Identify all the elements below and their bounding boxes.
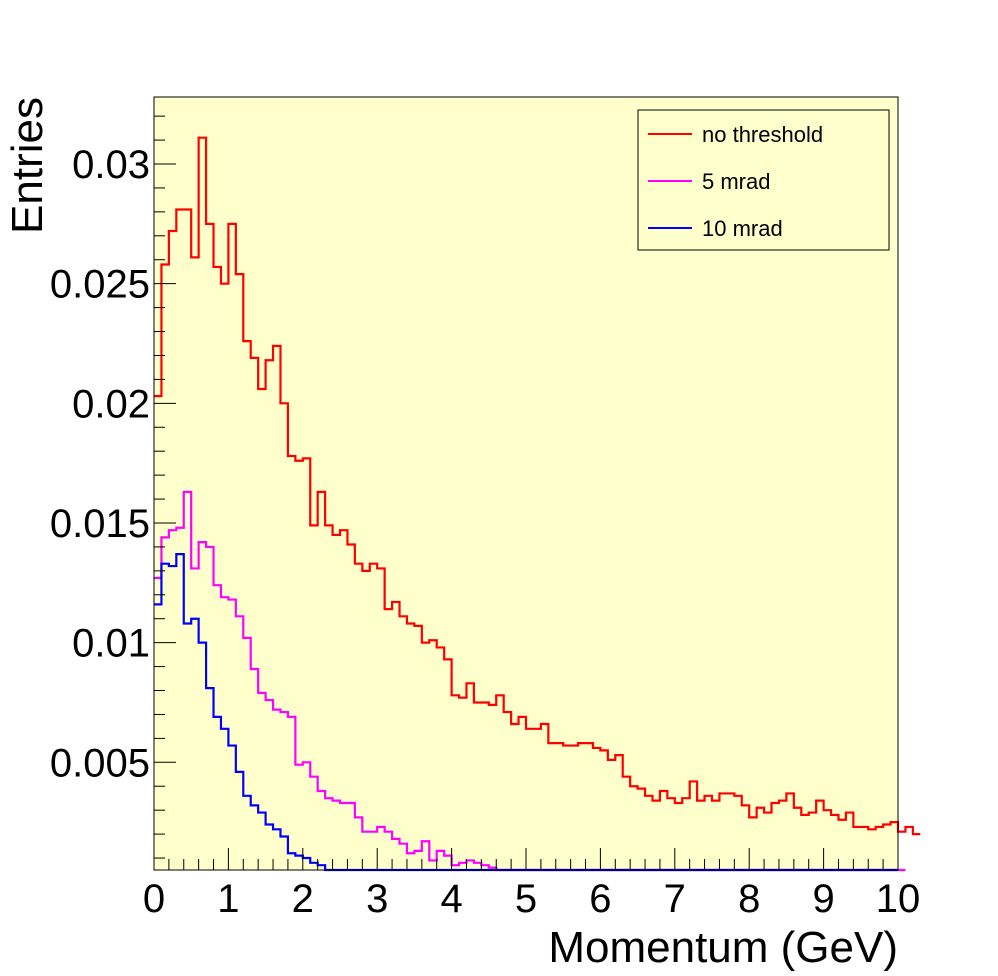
y-tick-label: 0.025 xyxy=(50,263,150,307)
y-tick-label: 0.02 xyxy=(72,382,150,426)
x-tick-label: 6 xyxy=(589,877,611,921)
x-tick-label: 9 xyxy=(812,877,834,921)
x-tick-label: 1 xyxy=(217,877,239,921)
series-line-no-threshold xyxy=(154,136,921,836)
x-tick-label: 3 xyxy=(366,877,388,921)
x-tick-label: 10 xyxy=(876,877,921,921)
x-axis-title: Momentum (GeV) xyxy=(548,923,898,972)
x-tick-label: 4 xyxy=(440,877,462,921)
legend-label: 5 mrad xyxy=(702,169,770,194)
x-tick-label: 2 xyxy=(292,877,314,921)
y-tick-label: 0.03 xyxy=(72,143,150,187)
legend: no threshold 5 mrad 10 mrad xyxy=(637,109,890,251)
x-tick-label: 7 xyxy=(664,877,686,921)
x-tick-label: 8 xyxy=(738,877,760,921)
x-tick-label: 0 xyxy=(143,877,165,921)
legend-label: no threshold xyxy=(702,122,823,147)
y-tick-label: 0.005 xyxy=(50,741,150,785)
legend-label: 10 mrad xyxy=(702,216,783,241)
y-tick-label: 0.01 xyxy=(72,622,150,666)
x-tick-label: 5 xyxy=(515,877,537,921)
x-axis: 0 1 2 3 4 5 6 7 8 9 10 xyxy=(143,848,920,921)
y-tick-label: 0.015 xyxy=(50,502,150,546)
y-axis-title: Entries xyxy=(3,97,52,234)
y-axis: 0.005 0.01 0.015 0.02 0.025 0.03 xyxy=(50,115,176,859)
